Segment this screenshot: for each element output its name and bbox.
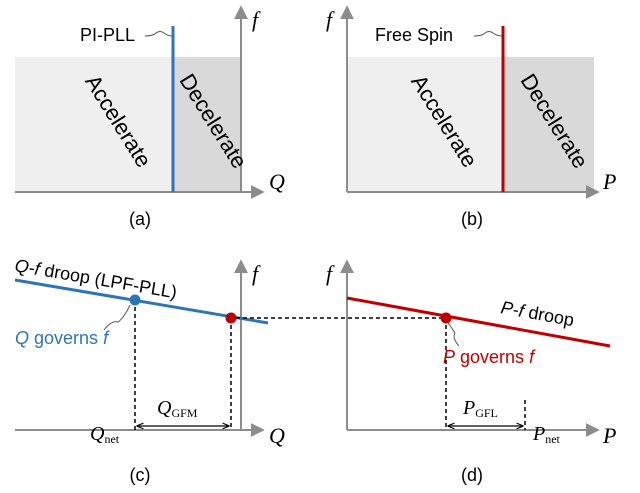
f-axis-label: f	[252, 7, 261, 32]
p-f-droop-label: P-f droop	[499, 297, 575, 330]
q-governs-leader	[103, 304, 131, 331]
p-gfl-label: PGFL	[462, 397, 498, 420]
f-axis-label: f	[326, 7, 335, 32]
gfm-operating-point	[225, 312, 237, 324]
caption-d: (d)	[461, 465, 483, 485]
p-f-droop-line	[346, 296, 611, 348]
p-axis-label: P	[602, 169, 616, 194]
free-spin-leader	[473, 31, 503, 37]
lpf-pll-operating-point	[129, 294, 141, 306]
panel-a: PI-PLL f Q Accelerate Decelerate (a)	[15, 5, 285, 229]
pi-pll-label: PI-PLL	[80, 25, 135, 45]
decelerate-region	[503, 57, 594, 192]
panel-d: P-f droop P governs f PGFL Pnet f P (d)	[326, 259, 616, 485]
caption-a: (a)	[129, 209, 151, 229]
f-axis-label: f	[326, 261, 335, 286]
q-axis-label: Q	[269, 423, 285, 448]
p-governs-leader	[447, 322, 460, 347]
p-axis-label: P	[602, 423, 616, 448]
caption-b: (b)	[461, 209, 483, 229]
panel-b: Free Spin f P Accelerate Decelerate (b)	[326, 5, 616, 229]
f-axis-label: f	[252, 261, 261, 286]
q-net-label: Qnet	[90, 423, 120, 446]
caption-c: (c)	[130, 465, 151, 485]
accelerate-region	[15, 57, 173, 192]
q-axis-label: Q	[269, 169, 285, 194]
q-governs-f-label: Q governs f	[15, 328, 110, 348]
q-f-droop-line	[14, 278, 269, 325]
p-net-label: Pnet	[532, 423, 561, 446]
free-spin-label: Free Spin	[375, 25, 453, 45]
p-governs-f-label: P governs f	[443, 347, 536, 367]
panel-c: Q-f droop (LPF-PLL) Q governs f Qnet QGF…	[13, 255, 285, 485]
pi-pll-leader	[144, 31, 173, 37]
pf-operating-point	[440, 312, 452, 324]
accelerate-region	[347, 57, 503, 192]
decelerate-region	[173, 57, 241, 192]
q-gfm-label: QGFM	[157, 397, 198, 420]
